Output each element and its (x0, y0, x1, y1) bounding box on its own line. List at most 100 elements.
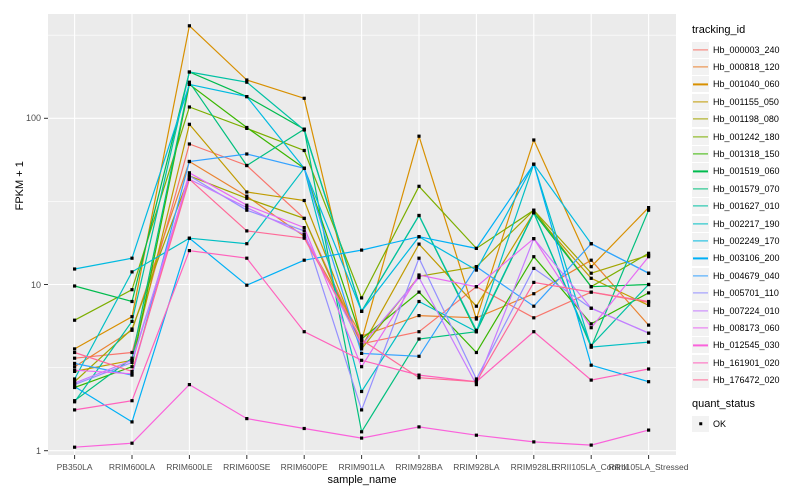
series-color-line (693, 205, 708, 207)
data-point-marker (532, 208, 536, 212)
data-point-marker (360, 347, 364, 351)
data-point-marker (302, 236, 306, 240)
data-point-marker (589, 343, 593, 347)
data-point-marker (187, 105, 191, 109)
data-point-marker (647, 255, 651, 259)
legend-item-Hb_008173_060: Hb_008173_060 (692, 319, 798, 336)
data-point-marker (474, 265, 478, 269)
data-point-marker (245, 125, 249, 130)
data-point-marker (302, 426, 306, 431)
data-point-marker (474, 246, 478, 250)
data-point-marker (130, 369, 134, 373)
x-tick-label: RRIM600PE (280, 462, 328, 472)
series-color-line (693, 257, 708, 259)
data-point-marker (474, 350, 478, 355)
legend-item-Hb_001627_010: Hb_001627_010 (692, 198, 798, 215)
data-point-marker (474, 380, 478, 384)
data-point-marker (417, 373, 421, 377)
data-point-marker (360, 389, 364, 394)
legend-item-Hb_001040_060: Hb_001040_060 (692, 76, 798, 93)
series-color-line (693, 153, 708, 155)
data-point-marker (187, 82, 191, 86)
data-point-marker (532, 316, 536, 320)
data-point-marker (73, 445, 77, 449)
data-point-marker (474, 377, 478, 381)
data-point-marker (647, 380, 651, 384)
legend-item-label: Hb_176472_020 (713, 375, 780, 386)
legend-item-label: Hb_001519_060 (713, 166, 780, 177)
legend-key-line-icon (692, 163, 709, 180)
legend-key-line-icon (692, 267, 709, 284)
data-point-marker (302, 96, 306, 100)
legend-key-line-icon (692, 372, 709, 389)
data-point-marker (187, 383, 191, 387)
data-point-marker (532, 292, 536, 296)
data-point-marker (647, 271, 651, 275)
legend-key-line-icon (692, 354, 709, 371)
data-point-marker (417, 213, 421, 218)
data-point-marker (130, 327, 134, 331)
data-point-marker (130, 299, 134, 304)
series-color-line (693, 275, 708, 277)
data-point-marker (73, 318, 77, 322)
data-point-marker (417, 276, 421, 280)
legend-item-Hb_000818_120: Hb_000818_120 (692, 58, 798, 76)
legend-item-Hb_012545_030: Hb_012545_030 (692, 337, 798, 354)
data-point-marker (360, 248, 364, 252)
legend-key-line-icon (692, 180, 709, 197)
series-color-line (693, 170, 708, 173)
data-point-marker (589, 306, 593, 310)
x-tick-label: PB350LA (56, 462, 93, 472)
data-point-marker (417, 314, 421, 318)
data-point-marker (474, 304, 478, 308)
data-point-marker (532, 255, 536, 259)
legend-key-line-icon (692, 232, 709, 249)
data-point-marker (532, 266, 536, 270)
legend-item-Hb_000003_240: Hb_000003_240 (692, 41, 798, 58)
data-point-marker (302, 234, 306, 238)
data-point-marker (360, 351, 364, 355)
y-tick-label: 10 (30, 279, 41, 290)
data-point-marker (647, 208, 651, 212)
data-point-marker (73, 350, 77, 355)
data-point-marker (532, 440, 536, 444)
data-point-marker (417, 273, 421, 277)
legend-item-quant-ok: OK (692, 415, 798, 432)
series-color-line (693, 136, 708, 138)
data-point-marker (130, 441, 134, 445)
data-point-marker (589, 265, 593, 269)
data-point-marker (532, 162, 536, 166)
data-point-marker (647, 367, 651, 371)
data-point-marker (130, 350, 134, 355)
data-point-marker (589, 322, 593, 326)
data-point-marker (187, 80, 191, 84)
legend-title-tracking-id: tracking_id (692, 24, 746, 36)
data-point-marker (245, 208, 249, 212)
data-point-marker (302, 148, 306, 153)
legend-item-label: Hb_001242_180 (713, 131, 780, 142)
data-point-marker (73, 377, 77, 381)
data-point-marker (474, 268, 478, 272)
data-point-marker (532, 280, 536, 284)
legend-item-Hb_007224_010: Hb_007224_010 (692, 302, 798, 319)
data-point-marker (302, 232, 306, 237)
data-point-marker (417, 290, 421, 294)
legend-title-quant-status: quant_status (692, 397, 755, 410)
data-point-marker (532, 304, 536, 308)
data-point-marker (647, 299, 651, 304)
data-point-marker (360, 345, 364, 349)
data-point-marker (302, 128, 306, 132)
data-point-marker (302, 229, 306, 233)
data-point-marker (417, 256, 421, 260)
data-point-marker (474, 383, 478, 387)
data-point-marker (245, 229, 249, 233)
legend-item-label: Hb_003106_200 (713, 253, 780, 264)
data-point-marker (474, 317, 478, 321)
data-point-marker (474, 285, 478, 289)
data-point-marker (360, 436, 364, 440)
data-point-marker (302, 330, 306, 334)
data-point-marker (302, 198, 306, 203)
data-point-marker (589, 363, 593, 367)
legend-key-line-icon (692, 302, 709, 319)
